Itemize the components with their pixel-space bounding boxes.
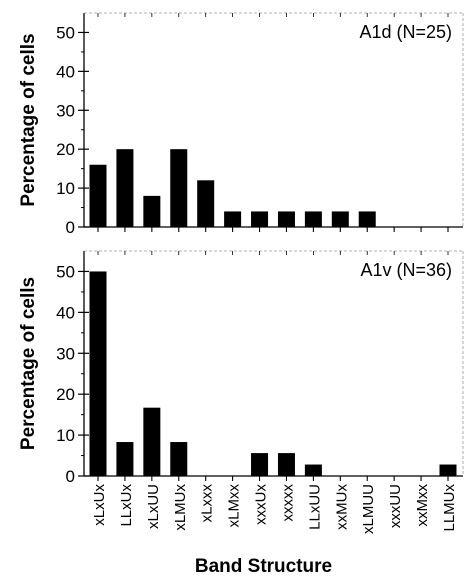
top-bar-xLMUU	[358, 211, 376, 227]
top-bar-xxxUx	[251, 211, 269, 227]
bottom-y-tick-label: 20	[56, 385, 75, 404]
top-y-tick-label: 50	[56, 23, 75, 42]
bottom-y-tick-label: 10	[56, 426, 75, 445]
x-tick-label-xLxUU: xLxUU	[145, 484, 162, 529]
top-panel-annotation: A1d (N=25)	[359, 22, 452, 42]
top-y-tick-label: 0	[66, 218, 75, 237]
bottom-bar-LLxUU	[304, 464, 322, 476]
top-y-tick-label: 30	[56, 101, 75, 120]
top-y-tick-label: 10	[56, 179, 75, 198]
top-bar-xLxxx	[197, 180, 215, 227]
top-bar-xLMxx	[224, 211, 242, 227]
bottom-y-axis-label: Percentage of cells	[18, 277, 39, 450]
x-tick-label-xxxxx: xxxxx	[279, 484, 296, 522]
bottom-y-tick-label: 40	[56, 303, 75, 322]
x-tick-label-xLxUx: xLxUx	[91, 484, 108, 526]
x-tick-label-xxxUU: xxxUU	[387, 484, 404, 528]
top-y-axis-label: Percentage of cells	[18, 33, 39, 206]
bottom-y-tick-label: 50	[56, 262, 75, 281]
top-panel: 0 10 20 30 40 50 A1d (N=25) Percentage of cells	[18, 12, 464, 237]
top-bar-LLxUU	[304, 211, 322, 227]
bottom-panel: 0 10 20 30 40 50 A1v (N=36) Percentage of cells…	[18, 250, 464, 577]
top-bar-LLxUx	[116, 149, 134, 227]
x-tick-label-xLMUx: xLMUx	[172, 484, 189, 531]
bottom-bar-xLxUx	[89, 271, 107, 476]
top-bar-xLMUx	[170, 149, 188, 227]
bottom-panel-annotation: A1v (N=36)	[360, 260, 452, 280]
top-y-tick-label: 20	[56, 140, 75, 159]
x-tick-label-xxxUx: xxxUx	[253, 484, 270, 525]
x-tick-label-xLMxx: xLMxx	[226, 484, 243, 528]
x-tick-label-xxMUx: xxMUx	[333, 484, 350, 530]
x-axis-label: Band Structure	[195, 556, 332, 577]
top-y-tick-label: 40	[56, 62, 75, 81]
bottom-bar-xLxUU	[143, 407, 161, 476]
bottom-y-tick-label: 30	[56, 344, 75, 363]
bottom-bar-xxxxx	[277, 453, 295, 476]
top-bar-xxxxx	[277, 211, 295, 227]
x-tick-label-xLMUU: xLMUU	[360, 484, 377, 534]
top-bar-xxMUx	[331, 211, 349, 227]
bottom-bar-LLMUx	[439, 464, 457, 476]
top-bar-xLxUx	[89, 164, 107, 227]
bottom-bar-xLMUx	[170, 442, 188, 476]
x-tick-label-LLxUx: LLxUx	[118, 484, 135, 527]
top-bar-xLxUU	[143, 195, 161, 227]
x-tick-label-LLMUx: LLMUx	[441, 484, 458, 532]
bottom-bar-xxxUx	[251, 453, 269, 476]
bottom-y-tick-label: 0	[66, 467, 75, 486]
x-tick-label-LLxUU: LLxUU	[306, 484, 323, 530]
x-tick-label-xxMxx: xxMxx	[414, 484, 431, 527]
x-tick-label-xLxxx: xLxxx	[199, 484, 216, 523]
bottom-bar-LLxUx	[116, 442, 134, 476]
